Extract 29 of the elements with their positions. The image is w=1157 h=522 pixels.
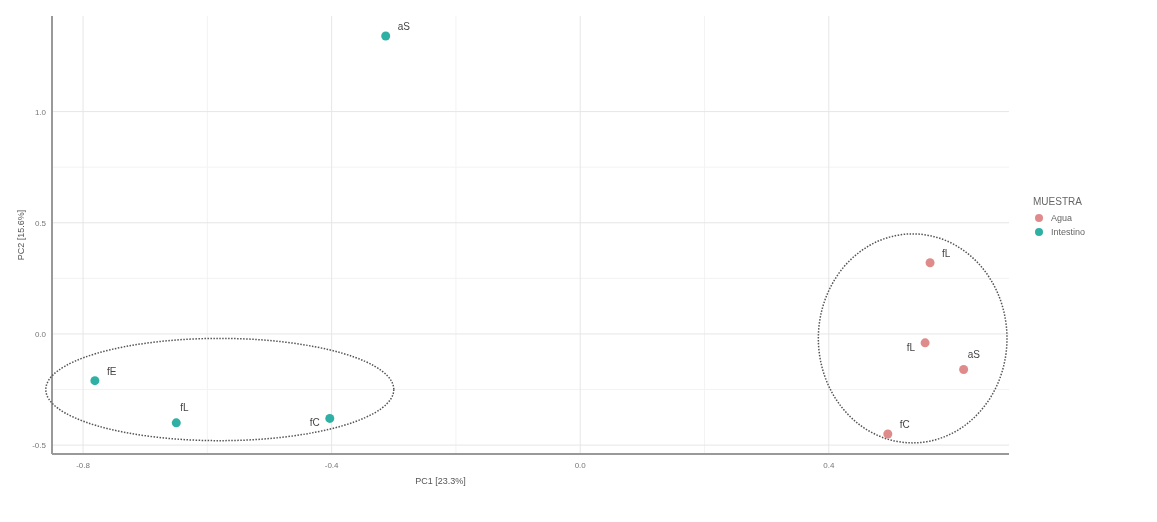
annotation: fC bbox=[899, 418, 910, 430]
x-tick-label: 0.0 bbox=[574, 461, 587, 470]
point bbox=[959, 365, 969, 375]
x-tick-label: -0.8 bbox=[76, 461, 91, 470]
point bbox=[171, 418, 181, 428]
legend-title: MUESTRA bbox=[1033, 196, 1083, 207]
y-tick-label: 1.0 bbox=[34, 107, 47, 117]
annotation: fE bbox=[106, 365, 117, 377]
annotation: fL bbox=[942, 247, 951, 259]
annotation: fL bbox=[180, 401, 190, 413]
annotation: fL bbox=[906, 341, 916, 353]
annotation: aS bbox=[397, 21, 411, 33]
y-tick-label: 0.5 bbox=[34, 218, 47, 228]
annotation: aS bbox=[967, 348, 981, 360]
y-tick-label: 0.0 bbox=[34, 329, 47, 339]
legend-label: Intestino bbox=[1051, 227, 1086, 237]
y-axis-title: PC2 [15.6%] bbox=[16, 209, 26, 261]
y-tick-label: -0.5 bbox=[32, 441, 47, 451]
x-tick-label: 0.4 bbox=[823, 461, 835, 470]
point bbox=[90, 376, 100, 386]
point bbox=[883, 429, 893, 439]
legend-label: Agua bbox=[1051, 213, 1073, 223]
point bbox=[381, 31, 391, 41]
x-tick-label: -0.4 bbox=[324, 461, 340, 470]
x-axis-title: PC1 [23.3%] bbox=[415, 476, 466, 486]
annotation: fC bbox=[309, 417, 320, 429]
point bbox=[925, 258, 935, 268]
point bbox=[920, 338, 930, 348]
point bbox=[325, 413, 335, 423]
